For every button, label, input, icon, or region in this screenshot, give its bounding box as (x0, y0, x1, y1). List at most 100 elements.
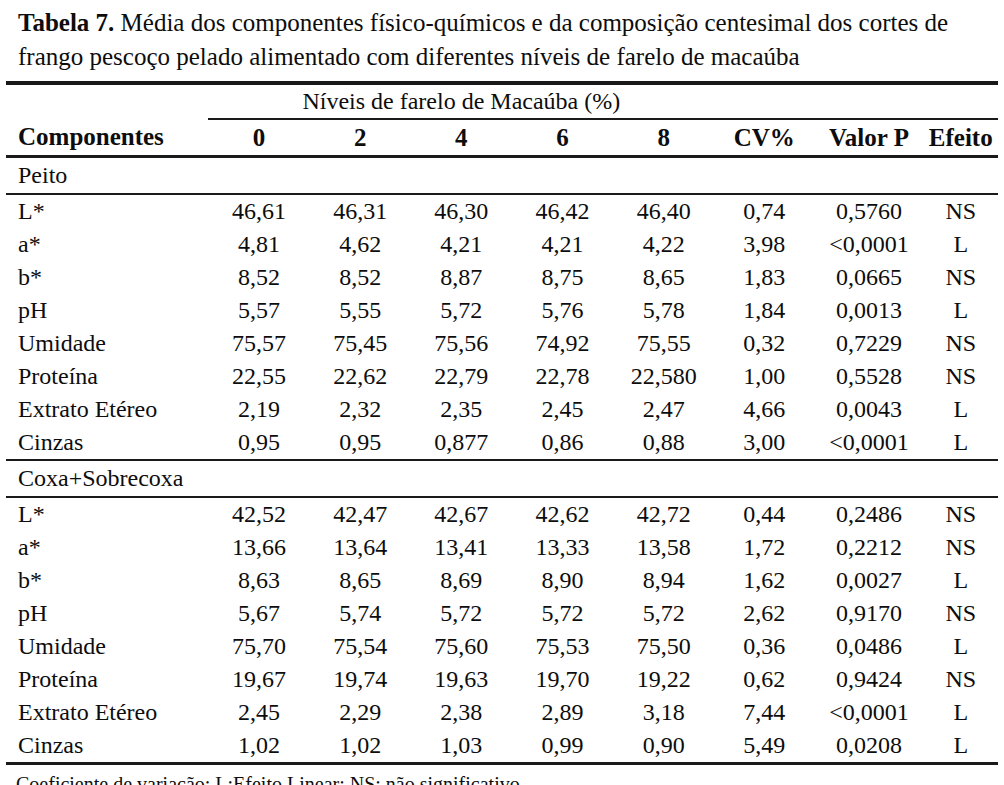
value-cell: 46,30 (411, 194, 512, 228)
table-row: b*8,528,528,878,758,651,830,0665NS (6, 261, 998, 294)
value-cell: 0,95 (310, 426, 411, 460)
value-cell: L (924, 564, 998, 597)
column-header-efeito: Efeito (924, 119, 998, 157)
value-cell: 13,41 (411, 531, 512, 564)
value-cell: 8,87 (411, 261, 512, 294)
value-cell: 13,66 (208, 531, 309, 564)
value-cell: 3,18 (613, 696, 714, 729)
value-cell: 7,44 (714, 696, 814, 729)
value-cell: 0,0043 (814, 393, 923, 426)
value-cell: 0,0013 (814, 294, 923, 327)
value-cell: 8,90 (512, 564, 613, 597)
row-label: Umidade (6, 630, 208, 663)
value-cell: 8,65 (613, 261, 714, 294)
value-cell: 22,79 (411, 360, 512, 393)
value-cell: 2,45 (512, 393, 613, 426)
value-cell: 19,74 (310, 663, 411, 696)
value-cell: 8,63 (208, 564, 309, 597)
value-cell: 0,36 (714, 630, 814, 663)
table-row: Umidade75,7075,5475,6075,5375,500,360,04… (6, 630, 998, 663)
value-cell: 46,61 (208, 194, 309, 228)
section-name: Peito (6, 157, 998, 195)
value-cell: 75,57 (208, 327, 309, 360)
value-cell: 0,86 (512, 426, 613, 460)
value-cell: NS (924, 261, 998, 294)
value-cell: 22,62 (310, 360, 411, 393)
value-cell: 0,0208 (814, 729, 923, 764)
table-caption-number: Tabela 7. (18, 9, 114, 36)
table-row: L*46,6146,3146,3046,4246,400,740,5760NS (6, 194, 998, 228)
value-cell: 8,94 (613, 564, 714, 597)
value-cell: 0,0027 (814, 564, 923, 597)
value-cell: NS (924, 194, 998, 228)
value-cell: 2,62 (714, 597, 814, 630)
table-row: Proteína22,5522,6222,7922,7822,5801,000,… (6, 360, 998, 393)
value-cell: 19,70 (512, 663, 613, 696)
value-cell: 75,45 (310, 327, 411, 360)
value-cell: 75,56 (411, 327, 512, 360)
value-cell: 5,78 (613, 294, 714, 327)
table-head: Níveis de farelo de Macaúba (%) Componen… (6, 83, 998, 157)
value-cell: 22,580 (613, 360, 714, 393)
paper-table-page: Tabela 7. Média dos componentes físico-q… (0, 0, 1004, 785)
column-header-level-2: 2 (310, 119, 411, 157)
value-cell: NS (924, 497, 998, 531)
value-cell: <0,0001 (814, 696, 923, 729)
value-cell: 5,57 (208, 294, 309, 327)
value-cell: 0,62 (714, 663, 814, 696)
value-cell: NS (924, 663, 998, 696)
value-cell: 74,92 (512, 327, 613, 360)
value-cell: 42,47 (310, 497, 411, 531)
value-cell: 4,62 (310, 228, 411, 261)
row-label: Proteína (6, 360, 208, 393)
section-coxa-sobrecoxa: Coxa+SobrecoxaL*42,5242,4742,6742,6242,7… (6, 460, 998, 764)
value-cell: L (924, 729, 998, 764)
value-cell: 1,03 (411, 729, 512, 764)
value-cell: 1,72 (714, 531, 814, 564)
row-label: b* (6, 261, 208, 294)
value-cell: 1,02 (208, 729, 309, 764)
value-cell: 0,0665 (814, 261, 923, 294)
table-caption: Tabela 7. Média dos componentes físico-q… (6, 2, 998, 81)
value-cell: 0,2486 (814, 497, 923, 531)
value-cell: 42,62 (512, 497, 613, 531)
value-cell: 5,76 (512, 294, 613, 327)
row-label: a* (6, 531, 208, 564)
value-cell: 75,70 (208, 630, 309, 663)
table-row: pH5,575,555,725,765,781,840,0013L (6, 294, 998, 327)
value-cell: 2,45 (208, 696, 309, 729)
value-cell: 8,52 (310, 261, 411, 294)
value-cell: 0,74 (714, 194, 814, 228)
value-cell: 3,98 (714, 228, 814, 261)
value-cell: NS (924, 531, 998, 564)
value-cell: 46,42 (512, 194, 613, 228)
value-cell: 0,5760 (814, 194, 923, 228)
value-cell: L (924, 426, 998, 460)
value-cell: 2,38 (411, 696, 512, 729)
table-row: L*42,5242,4742,6742,6242,720,440,2486NS (6, 497, 998, 531)
row-label: a* (6, 228, 208, 261)
value-cell: 5,72 (613, 597, 714, 630)
value-cell: 0,32 (714, 327, 814, 360)
value-cell: 13,33 (512, 531, 613, 564)
value-cell: 1,84 (714, 294, 814, 327)
spanner-extension-cell (714, 83, 998, 119)
value-cell: 5,72 (411, 597, 512, 630)
row-label: Proteína (6, 663, 208, 696)
value-cell: 8,69 (411, 564, 512, 597)
value-cell: 46,40 (613, 194, 714, 228)
row-label: L* (6, 497, 208, 531)
value-cell: 4,66 (714, 393, 814, 426)
value-cell: 4,21 (512, 228, 613, 261)
value-cell: 0,44 (714, 497, 814, 531)
value-cell: 5,67 (208, 597, 309, 630)
value-cell: 75,54 (310, 630, 411, 663)
row-label: pH (6, 597, 208, 630)
table-row: pH5,675,745,725,725,722,620,9170NS (6, 597, 998, 630)
row-label: Cinzas (6, 729, 208, 764)
value-cell: 5,72 (411, 294, 512, 327)
spanner-label: Níveis de farelo de Macaúba (%) (208, 83, 714, 119)
value-cell: 75,50 (613, 630, 714, 663)
column-header-level-8: 8 (613, 119, 714, 157)
value-cell: 2,35 (411, 393, 512, 426)
